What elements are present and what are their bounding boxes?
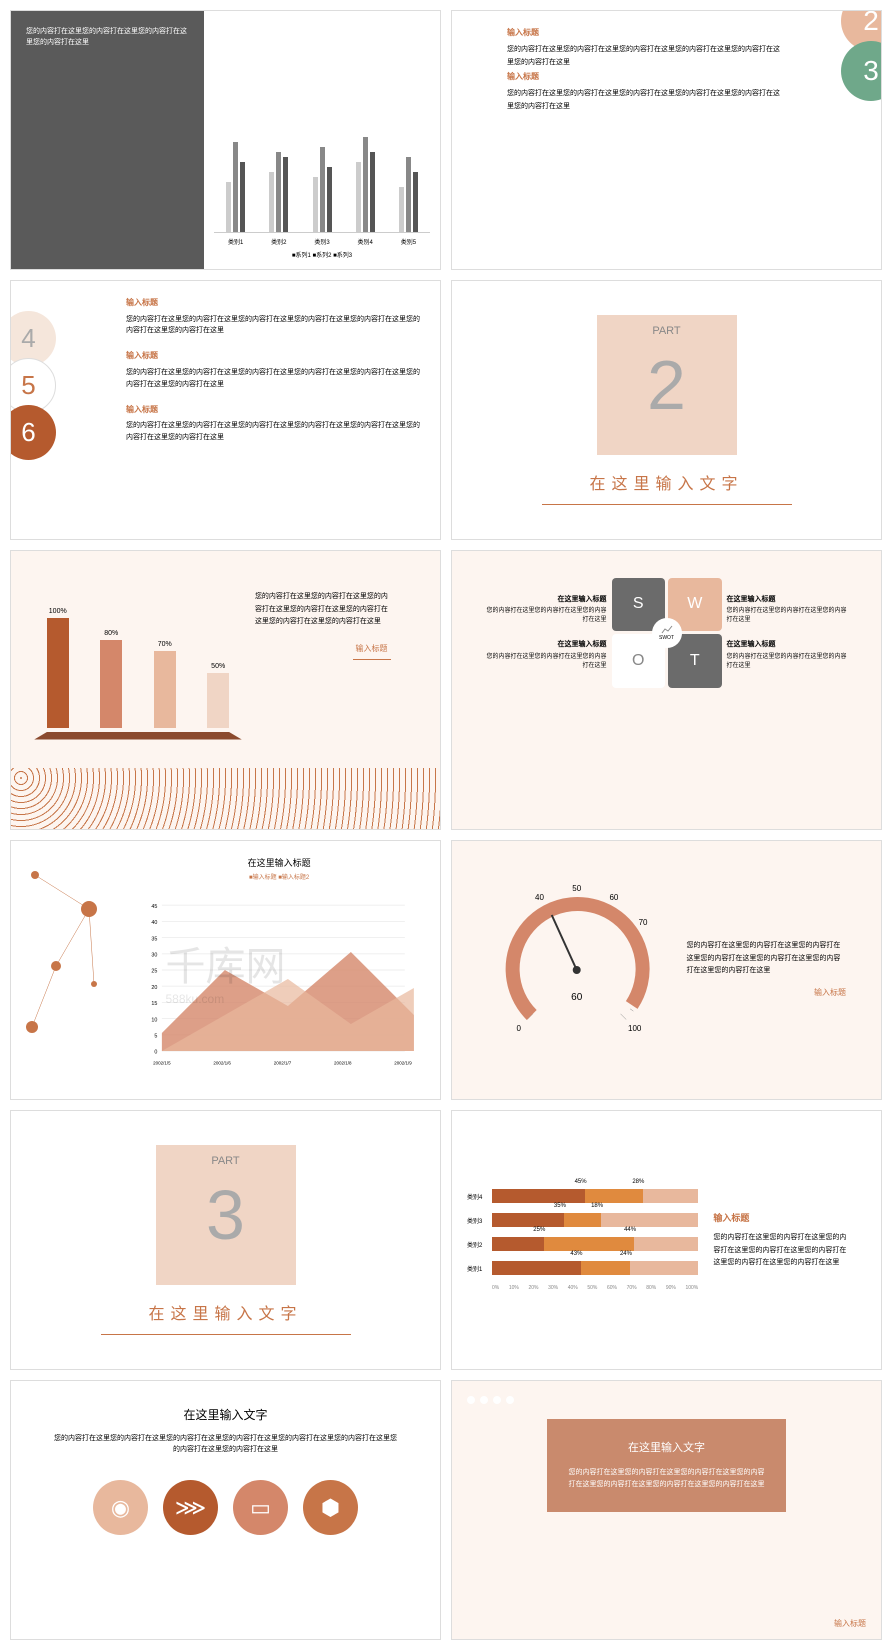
title-link[interactable]: 输入标题 xyxy=(834,1618,866,1629)
feature-icon: ⋙ xyxy=(163,1480,218,1535)
box-text: 您的内容打在这里您的内容打在这里您的内容打在这里您的内容打在这里您的内容打在这里… xyxy=(567,1467,766,1492)
swot-cell: 在这里输入标题您的内容打在这里您的内容打在这里您的内容打在这里 xyxy=(727,640,847,671)
swot-cell: 在这里输入标题您的内容打在这里您的内容打在这里您的内容打在这里 xyxy=(487,595,607,626)
svg-text:20: 20 xyxy=(152,985,158,991)
svg-text:2002/1/9: 2002/1/9 xyxy=(395,1061,413,1066)
slide-gauge: 0 40 50 60 70 100 60 您的内容打在这里您的内容打在这里您的内容打在这里您… xyxy=(451,840,882,1100)
chart-text: 您的内容打在这里您的内容打在这里您的内容打在这里您的内容打在这里您的内容打在这里… xyxy=(245,571,401,748)
part-label: PART xyxy=(652,325,680,337)
slide-circles-456: 456 输入标题您的内容打在这里您的内容打在这里您的内容打在这里您的内容打在这里… xyxy=(10,280,441,540)
feature-icon: ▭ xyxy=(233,1480,288,1535)
svg-text:15: 15 xyxy=(152,1001,158,1007)
content-box: 在这里输入文字 您的内容打在这里您的内容打在这里您的内容打在这里您的内容打在这里… xyxy=(547,1419,786,1512)
svg-text:70: 70 xyxy=(639,918,648,927)
svg-text:5: 5 xyxy=(155,1034,158,1040)
gauge-text: 您的内容打在这里您的内容打在这里您的内容打在这里您的内容打在这里您的内容打在这里… xyxy=(686,940,846,1000)
stacked-bar-chart: 类别445%28%类别335%18%类别225%44%类别143%24%0%10… xyxy=(467,1189,698,1291)
feature-icon: ⬢ xyxy=(303,1480,358,1535)
feature-icon: ◉ xyxy=(93,1480,148,1535)
svg-text:2002/1/5: 2002/1/5 xyxy=(153,1061,171,1066)
chart-text: 输入标题 您的内容打在这里您的内容打在这里您的内容打在这里您的内容打在这里您的内… xyxy=(698,1210,850,1270)
subtitle: 您的内容打在这里您的内容打在这里您的内容打在这里您的内容打在这里您的内容打在这里… xyxy=(54,1433,397,1455)
slide-part-2: PART 2 在这里输入文字 xyxy=(451,280,882,540)
svg-text:40: 40 xyxy=(535,893,544,902)
svg-text:45: 45 xyxy=(152,904,158,910)
svg-text:25: 25 xyxy=(152,969,158,975)
swot-cell: 在这里输入标题您的内容打在这里您的内容打在这里您的内容打在这里 xyxy=(487,640,607,671)
slide-image-box: 在这里输入文字 您的内容打在这里您的内容打在这里您的内容打在这里您的内容打在这里… xyxy=(451,1380,882,1640)
svg-text:0: 0 xyxy=(155,1050,158,1056)
title-link[interactable]: 输入标题 xyxy=(686,986,846,1000)
network-dots xyxy=(11,841,118,1099)
slide-bar-dark: 您的内容打在这里您的内容打在这里您的内容打在这里您的内容打在这里 类别1类别2类… xyxy=(10,10,441,270)
svg-text:60: 60 xyxy=(609,893,618,902)
part-label: PART xyxy=(211,1155,239,1167)
gauge-chart: 0 40 50 60 70 100 60 xyxy=(467,870,686,1070)
svg-text:30: 30 xyxy=(152,953,158,959)
part-number: 3 xyxy=(206,1175,245,1255)
legend: ■输入标题 ■输入标题2 xyxy=(133,872,425,881)
slide-area-chart: 在这里输入标题 ■输入标题 ■输入标题2 0 5 10 15 20 25 30 35 40 45 2… xyxy=(10,840,441,1100)
box-title: 在这里输入文字 xyxy=(567,1439,766,1459)
svg-text:10: 10 xyxy=(152,1017,158,1023)
title-link: 输入标题 xyxy=(713,1210,850,1226)
swot-cell: 在这里输入标题您的内容打在这里您的内容打在这里您的内容打在这里 xyxy=(727,595,847,626)
bar-chart: 类别1类别2类别3类别4类别5 ■系列1 ■系列2 ■系列3 xyxy=(204,11,440,269)
svg-text:40: 40 xyxy=(152,920,158,926)
slide-swot: 在这里输入标题您的内容打在这里您的内容打在这里您的内容打在这里在这里输入标题您的… xyxy=(451,550,882,830)
part-number: 2 xyxy=(647,345,686,425)
slide-icons: 在这里输入文字 您的内容打在这里您的内容打在这里您的内容打在这里您的内容打在这里… xyxy=(10,1380,441,1640)
svg-text:2002/1/6: 2002/1/6 xyxy=(214,1061,232,1066)
pattern-strip xyxy=(11,768,440,829)
slide-3d-bars: 100%80%70%50% 您的内容打在这里您的内容打在这里您的内容打在这里您的… xyxy=(10,550,441,830)
slide-stacked-bars: 类别445%28%类别335%18%类别225%44%类别143%24%0%10… xyxy=(451,1110,882,1370)
text-panel: 您的内容打在这里您的内容打在这里您的内容打在这里您的内容打在这里 xyxy=(11,11,204,269)
svg-text:50: 50 xyxy=(572,884,581,893)
section-title: 在这里输入文字 xyxy=(589,470,743,494)
part-box: PART 3 xyxy=(156,1145,296,1285)
legend: ■系列1 ■系列2 ■系列3 xyxy=(214,250,430,259)
slide-circles-23: 23 输入标题您的内容打在这里您的内容打在这里您的内容打在这里您的内容打在这里您… xyxy=(451,10,882,270)
divider xyxy=(542,504,792,505)
bar-3d-chart: 100%80%70%50% xyxy=(31,571,245,748)
divider xyxy=(101,1334,351,1335)
svg-text:2002/1/7: 2002/1/7 xyxy=(274,1061,292,1066)
chart-title: 在这里输入标题 xyxy=(133,856,425,869)
section-title: 在这里输入文字 xyxy=(183,1406,267,1423)
slide-part-3: PART 3 在这里输入文字 xyxy=(10,1110,441,1370)
title-link[interactable]: 输入标题 xyxy=(353,639,391,660)
svg-text:35: 35 xyxy=(152,936,158,942)
svg-text:60: 60 xyxy=(571,992,583,1003)
window-dots xyxy=(467,1396,866,1404)
area-chart: 在这里输入标题 ■输入标题 ■输入标题2 0 5 10 15 20 25 30 35 40 45 2… xyxy=(118,841,440,1099)
svg-text:0: 0 xyxy=(517,1024,522,1033)
svg-text:100: 100 xyxy=(628,1024,642,1033)
swot-quad: SWOTSWOT xyxy=(612,578,722,688)
section-title: 在这里输入文字 xyxy=(148,1300,302,1324)
svg-text:2002/1/8: 2002/1/8 xyxy=(334,1061,352,1066)
part-box: PART 2 xyxy=(597,315,737,455)
